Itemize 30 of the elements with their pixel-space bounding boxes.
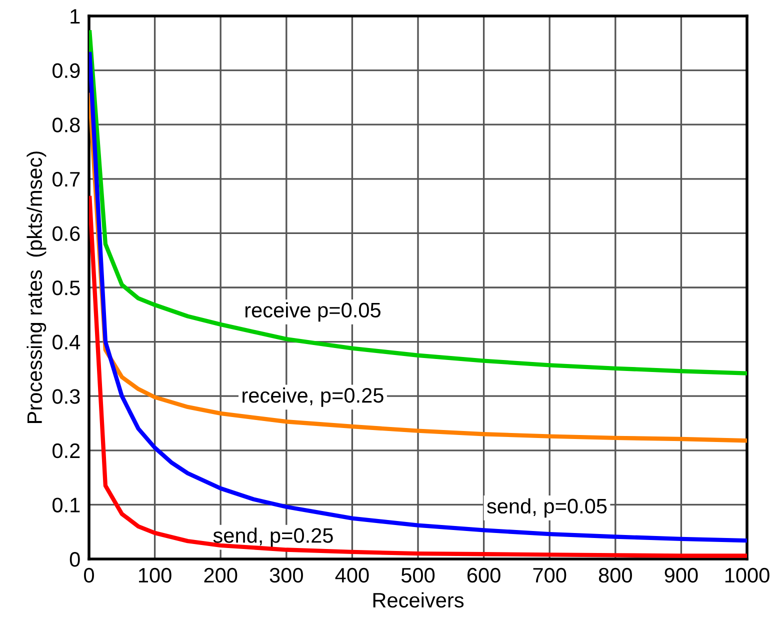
y-tick-label: 0.8 xyxy=(52,118,80,132)
y-tick-label: 0 xyxy=(70,552,80,567)
x-tick-label: 500 xyxy=(401,568,435,583)
series-label: send, p=0.25 xyxy=(213,528,333,547)
x-tick-label: 300 xyxy=(270,568,303,583)
y-tick-label: 0.2 xyxy=(52,443,80,458)
x-tick-label: 1000 xyxy=(725,568,770,583)
series-label: receive, p=0.25 xyxy=(242,387,384,407)
x-tick-label: 0 xyxy=(84,568,94,583)
y-tick-label: 0.3 xyxy=(52,389,80,404)
y-tick-label: 0.4 xyxy=(52,334,80,350)
x-tick-label: 200 xyxy=(204,568,238,583)
y-tick-label: 1 xyxy=(70,9,80,24)
y-tick-label: 0.1 xyxy=(52,498,80,512)
series-label: send, p=0.05 xyxy=(487,498,607,518)
x-tick-label: 900 xyxy=(664,568,698,583)
y-axis-title: Processing rates (pkts/msec) xyxy=(26,152,46,423)
y-tick-label: 0.9 xyxy=(52,63,80,78)
y-tick-label: 0.7 xyxy=(52,172,80,187)
x-tick-label: 800 xyxy=(598,568,632,583)
series-label: receive p=0.05 xyxy=(245,302,380,322)
x-tick-label: 600 xyxy=(467,568,500,583)
x-tick-label: 100 xyxy=(139,568,172,583)
x-axis-title: Receivers xyxy=(373,592,464,608)
x-tick-label: 400 xyxy=(335,568,369,583)
x-tick-label: 700 xyxy=(533,568,566,583)
line-series xyxy=(89,30,747,376)
y-tick-label: 0.5 xyxy=(52,280,80,296)
line-series xyxy=(89,196,747,558)
y-tick-label: 0.6 xyxy=(52,226,80,241)
